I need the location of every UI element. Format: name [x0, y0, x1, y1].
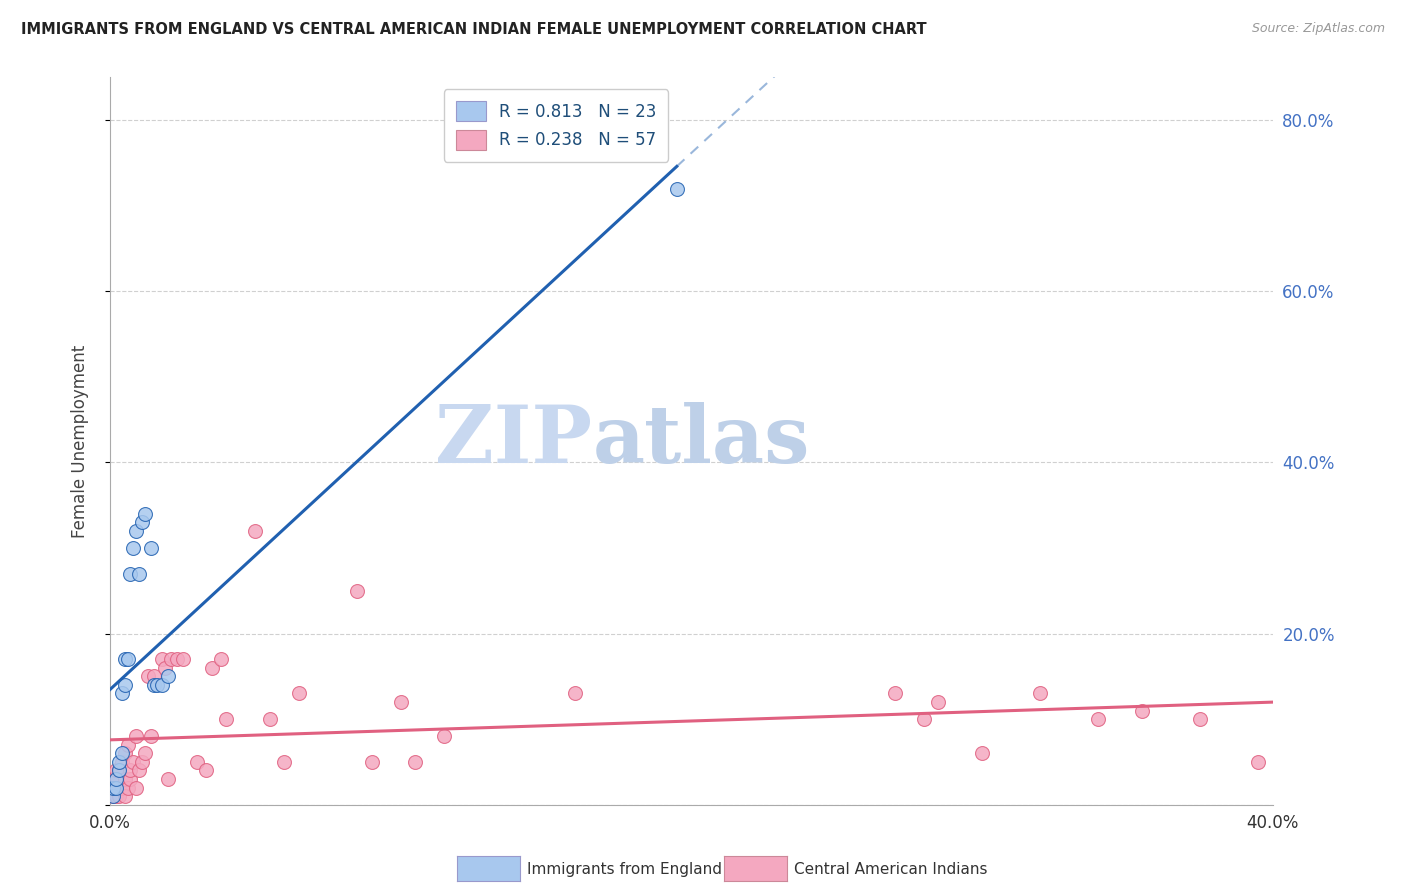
- Point: [107, 764, 129, 778]
- Point: [120, 566, 142, 581]
- Point: [101, 780, 124, 795]
- Point: [101, 772, 124, 786]
- Point: [433, 729, 456, 743]
- Text: Immigrants from England: Immigrants from England: [527, 863, 723, 877]
- Point: [160, 652, 183, 666]
- Point: [128, 566, 150, 581]
- Point: [117, 738, 139, 752]
- Point: [186, 755, 208, 769]
- Point: [360, 755, 382, 769]
- Text: atlas: atlas: [592, 402, 810, 480]
- Point: [139, 541, 162, 555]
- Point: [209, 652, 232, 666]
- Point: [1247, 755, 1270, 769]
- Point: [970, 747, 993, 761]
- Point: [107, 780, 129, 795]
- Point: [134, 507, 156, 521]
- Point: [346, 583, 368, 598]
- Point: [114, 789, 136, 804]
- Point: [142, 678, 165, 692]
- Text: Central American Indians: Central American Indians: [794, 863, 988, 877]
- Point: [157, 669, 180, 683]
- Point: [201, 661, 224, 675]
- Point: [150, 678, 173, 692]
- Point: [125, 780, 148, 795]
- Point: [136, 669, 159, 683]
- Point: [564, 686, 586, 700]
- Text: IMMIGRANTS FROM ENGLAND VS CENTRAL AMERICAN INDIAN FEMALE UNEMPLOYMENT CORRELATI: IMMIGRANTS FROM ENGLAND VS CENTRAL AMERI…: [21, 22, 927, 37]
- Point: [273, 755, 295, 769]
- Point: [150, 652, 173, 666]
- Point: [125, 524, 148, 538]
- Y-axis label: Female Unemployment: Female Unemployment: [72, 344, 89, 538]
- Point: [101, 780, 124, 795]
- Point: [104, 789, 127, 804]
- Point: [927, 695, 949, 709]
- Point: [259, 712, 281, 726]
- Point: [1188, 712, 1211, 726]
- Point: [215, 712, 238, 726]
- Point: [104, 772, 127, 786]
- Point: [111, 686, 134, 700]
- Point: [120, 764, 142, 778]
- Point: [288, 686, 311, 700]
- Point: [131, 755, 153, 769]
- Point: [1130, 704, 1153, 718]
- Point: [122, 541, 145, 555]
- Legend: R = 0.813   N = 23, R = 0.238   N = 57: R = 0.813 N = 23, R = 0.238 N = 57: [444, 89, 668, 161]
- Point: [131, 516, 153, 530]
- Point: [128, 764, 150, 778]
- Point: [111, 747, 134, 761]
- Point: [120, 772, 142, 786]
- Point: [665, 182, 688, 196]
- Point: [104, 772, 127, 786]
- Text: ZIP: ZIP: [436, 402, 592, 480]
- Point: [107, 789, 129, 804]
- Point: [404, 755, 426, 769]
- Point: [142, 669, 165, 683]
- Point: [104, 780, 127, 795]
- Point: [155, 661, 177, 675]
- Point: [172, 652, 194, 666]
- Point: [125, 729, 148, 743]
- Point: [117, 652, 139, 666]
- Point: [107, 764, 129, 778]
- Point: [1029, 686, 1052, 700]
- Point: [1087, 712, 1109, 726]
- Point: [122, 755, 145, 769]
- Point: [117, 780, 139, 795]
- Point: [111, 755, 134, 769]
- Point: [114, 652, 136, 666]
- Point: [145, 678, 167, 692]
- Point: [114, 747, 136, 761]
- Point: [114, 772, 136, 786]
- Point: [134, 747, 156, 761]
- Point: [111, 780, 134, 795]
- Point: [107, 755, 129, 769]
- Text: Source: ZipAtlas.com: Source: ZipAtlas.com: [1251, 22, 1385, 36]
- Point: [194, 764, 217, 778]
- Point: [104, 764, 127, 778]
- Point: [883, 686, 905, 700]
- Point: [157, 772, 180, 786]
- Point: [101, 789, 124, 804]
- Point: [166, 652, 188, 666]
- Point: [912, 712, 935, 726]
- Point: [101, 789, 124, 804]
- Point: [139, 729, 162, 743]
- Point: [245, 524, 267, 538]
- Point: [389, 695, 412, 709]
- Point: [114, 678, 136, 692]
